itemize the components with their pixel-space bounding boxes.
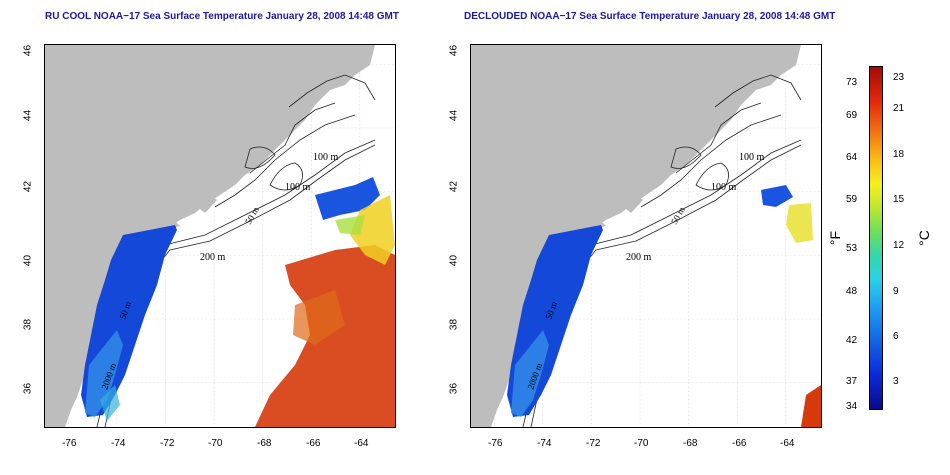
celsius-tick: 15 — [893, 194, 905, 205]
lat-label: 46 — [448, 44, 460, 57]
fahrenheit-tick: 73 — [846, 77, 858, 88]
lat-label: 44 — [22, 109, 34, 122]
lat-label: 40 — [22, 254, 34, 267]
lon-label: -64 — [354, 438, 369, 449]
right-map-title: DECLOUDED NOAA−17 Sea Surface Temperatur… — [464, 11, 836, 22]
lon-label: -74 — [111, 438, 126, 449]
lat-label: 42 — [448, 180, 460, 193]
lat-label: 42 — [22, 180, 34, 193]
contour-label-100m-north: 100 m — [313, 152, 339, 163]
fahrenheit-tick: 34 — [846, 401, 858, 412]
contour-label-100m: 100 m — [285, 182, 311, 193]
lon-label: -66 — [732, 438, 747, 449]
cape-cod — [621, 195, 643, 213]
cape-cod — [195, 195, 217, 213]
celsius-unit-label: °C — [915, 230, 932, 246]
lat-label: 40 — [448, 254, 460, 267]
ocean-patch — [293, 290, 345, 345]
lon-label: -72 — [586, 438, 601, 449]
fahrenheit-tick: 53 — [846, 243, 858, 254]
lat-label: 36 — [22, 382, 34, 395]
lon-label: -68 — [257, 438, 272, 449]
fahrenheit-tick: 42 — [846, 335, 858, 346]
cool-coastal-water — [85, 330, 123, 417]
fahrenheit-tick: 64 — [846, 152, 858, 163]
fahrenheit-tick: 59 — [846, 194, 858, 205]
contour-label-200m: 200 m — [626, 252, 652, 263]
fahrenheit-unit-label: °F — [827, 230, 844, 246]
left-map-svg: 100 m 100 m 50 m 200 m 50 m 2000 m — [45, 45, 395, 427]
land-mass — [45, 45, 375, 427]
contour-label-100m-north: 100 m — [739, 152, 765, 163]
celsius-tick: 3 — [893, 376, 899, 387]
lon-label: -76 — [62, 438, 77, 449]
warm-eddy — [786, 203, 813, 243]
cool-coastal-water — [511, 330, 549, 417]
land-mass — [471, 45, 801, 427]
bathymetry-contours — [522, 74, 802, 427]
celsius-tick: 21 — [893, 103, 905, 114]
celsius-tick: 23 — [893, 72, 905, 83]
left-map-panel: 100 m 100 m 50 m 200 m 50 m 2000 m — [44, 44, 396, 428]
right-map-svg: 100 m 100 m 50 m 200 m 50 m 2000 m — [471, 45, 821, 427]
warm-eddy — [350, 195, 395, 265]
lat-label: 38 — [448, 318, 460, 331]
left-map-title: RU COOL NOAA−17 Sea Surface Temperature … — [45, 11, 399, 22]
fahrenheit-tick: 37 — [846, 376, 858, 387]
temperature-colorbar — [869, 66, 883, 410]
contour-label-100m: 100 m — [711, 182, 737, 193]
lat-label: 36 — [448, 382, 460, 395]
lon-label: -68 — [683, 438, 698, 449]
mid-shelf-water — [335, 215, 365, 235]
gulf-stream-northeast — [761, 185, 793, 207]
lon-label: -76 — [488, 438, 503, 449]
contour-label-200m: 200 m — [200, 252, 226, 263]
lon-label: -74 — [537, 438, 552, 449]
right-map-panel: 100 m 100 m 50 m 200 m 50 m 2000 m — [470, 44, 822, 428]
shelf-water — [100, 385, 120, 421]
lon-label: -66 — [306, 438, 321, 449]
fahrenheit-tick: 69 — [846, 110, 858, 121]
celsius-tick: 12 — [893, 240, 905, 251]
warm-water-corner — [801, 385, 821, 427]
celsius-tick: 6 — [893, 331, 899, 342]
lon-label: -64 — [780, 438, 795, 449]
celsius-tick: 18 — [893, 149, 905, 160]
lat-label: 44 — [448, 109, 460, 122]
lon-label: -70 — [634, 438, 649, 449]
lat-label: 46 — [22, 44, 34, 57]
fahrenheit-tick: 48 — [846, 286, 858, 297]
lon-label: -72 — [160, 438, 175, 449]
lat-label: 38 — [22, 318, 34, 331]
lon-label: -70 — [208, 438, 223, 449]
celsius-tick: 9 — [893, 286, 899, 297]
